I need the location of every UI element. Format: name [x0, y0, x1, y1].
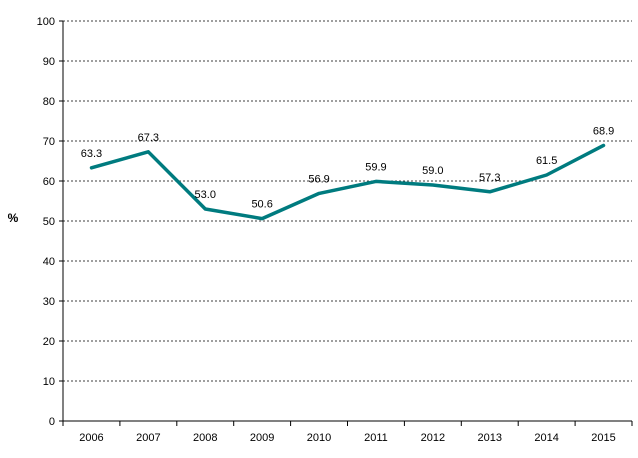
series-line [89, 143, 606, 221]
y-tick-label-30: 30 [43, 296, 55, 308]
y-tick-label-70: 70 [43, 136, 55, 148]
y-tick-label-20: 20 [43, 336, 55, 348]
x-tick-label-2009: 2009 [250, 432, 274, 444]
x-tick-label-2007: 2007 [136, 432, 160, 444]
data-label-2010: 56.9 [308, 173, 329, 185]
data-label-2014: 61.5 [536, 155, 557, 167]
y-tick-label-100: 100 [37, 16, 55, 28]
x-tick-label-2015: 2015 [591, 432, 615, 444]
y-tick-labels: 0 10 20 30 40 50 60 70 80 90 100 [37, 16, 55, 428]
x-tick-label-2008: 2008 [193, 432, 217, 444]
y-tick-label-80: 80 [43, 96, 55, 108]
x-tick-label-2010: 2010 [307, 432, 331, 444]
x-tick-label-2006: 2006 [79, 432, 103, 444]
data-label-2007: 67.3 [138, 132, 159, 144]
data-label-2009: 50.6 [251, 199, 272, 211]
x-tick-labels: 2006 2007 2008 2009 2010 2011 2012 2013 2014 2015 [79, 432, 616, 444]
x-tick-label-2013: 2013 [478, 432, 502, 444]
gridlines [63, 20, 632, 382]
y-tick-label-90: 90 [43, 56, 55, 68]
x-tick-label-2012: 2012 [421, 432, 445, 444]
y-tick-label-40: 40 [43, 256, 55, 268]
y-tick-label-60: 60 [43, 176, 55, 188]
x-tick-label-2014: 2014 [534, 432, 558, 444]
data-label-2015: 68.9 [593, 125, 614, 137]
axes [59, 20, 633, 426]
x-tick-label-2011: 2011 [364, 432, 388, 444]
y-axis-title: % [8, 211, 19, 225]
data-label-2011: 59.9 [365, 161, 386, 173]
y-tick-label-50: 50 [43, 216, 55, 228]
data-label-2006: 63.3 [81, 148, 102, 160]
data-label-2013: 57.3 [479, 172, 500, 184]
data-label-2012: 59.0 [422, 165, 443, 177]
y-tick-label-10: 10 [43, 376, 55, 388]
data-label-2008: 53.0 [195, 189, 216, 201]
y-tick-label-0: 0 [49, 416, 55, 428]
data-labels: 63.3 67.3 53.0 50.6 56.9 59.9 59.0 57.3 61.5 68.9 [81, 125, 615, 210]
